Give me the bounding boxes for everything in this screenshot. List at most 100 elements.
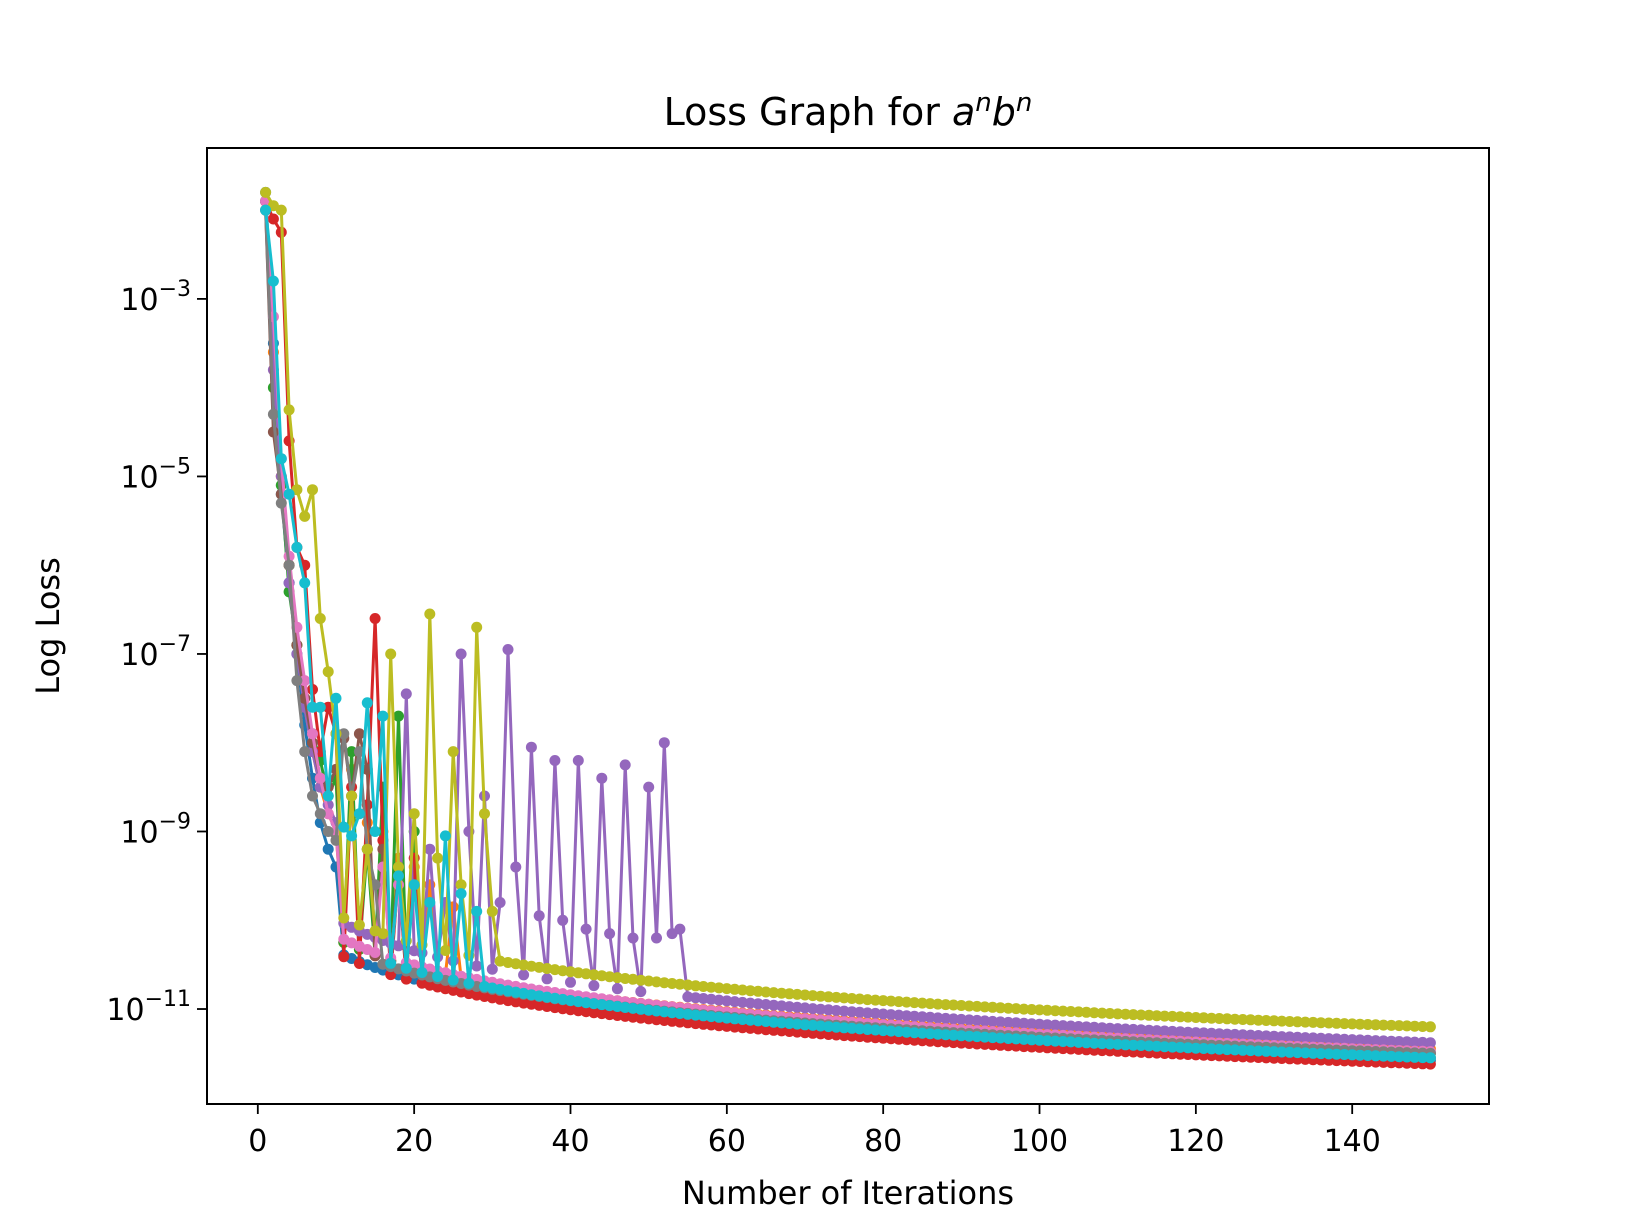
data-point (1182, 1026, 1194, 1038)
data-point (1229, 1013, 1241, 1025)
data-point (1378, 1035, 1389, 1047)
series-10 (260, 204, 1436, 1064)
data-point (1073, 1006, 1085, 1018)
data-point (1299, 1032, 1311, 1044)
data-point (1041, 1004, 1053, 1016)
y-tick-label: 10−3 (120, 277, 191, 318)
data-point (658, 737, 670, 749)
data-point (1229, 1028, 1241, 1040)
data-point (971, 1014, 983, 1026)
data-point (1206, 1027, 1217, 1039)
data-point (1080, 1037, 1092, 1049)
data-point (955, 1030, 967, 1042)
data-point (1362, 1050, 1374, 1061)
data-point (275, 453, 287, 465)
data-point (635, 1012, 647, 1024)
data-point (979, 1001, 991, 1013)
data-point (1049, 1005, 1061, 1017)
data-point (486, 905, 498, 917)
data-point (987, 1032, 999, 1044)
data-point (518, 969, 530, 981)
data-point (916, 997, 928, 1009)
x-tick-label: 140 (1324, 1124, 1381, 1159)
data-point (635, 986, 647, 998)
data-point (385, 969, 397, 981)
data-point (768, 999, 780, 1011)
data-point (322, 826, 334, 837)
data-point (338, 728, 350, 740)
data-point (721, 995, 733, 1007)
data-point (283, 488, 295, 500)
data-point (1424, 1052, 1436, 1064)
data-point (267, 275, 279, 287)
data-point (1299, 1016, 1311, 1028)
data-point (1104, 1022, 1116, 1034)
data-point (1354, 1049, 1366, 1061)
data-point (1065, 1006, 1077, 1017)
data-point (385, 957, 397, 969)
data-point (385, 648, 397, 660)
plot-background (207, 148, 1489, 1104)
data-point (369, 947, 381, 958)
data-point (1166, 1010, 1178, 1022)
y-axis-label: Log Loss (29, 557, 67, 695)
data-point (291, 541, 303, 553)
data-point (901, 1026, 913, 1038)
data-point (979, 1031, 991, 1043)
data-point (877, 1025, 889, 1037)
data-point (1041, 1019, 1053, 1031)
data-point (1221, 1044, 1233, 1056)
data-point (815, 1020, 827, 1032)
data-point (314, 772, 326, 784)
y-tick-label: 10−5 (120, 454, 191, 495)
data-point (369, 613, 381, 624)
data-point (494, 897, 506, 908)
data-point (267, 213, 279, 225)
data-point (1002, 1016, 1014, 1028)
data-point (1026, 1004, 1038, 1015)
data-point (1080, 1021, 1092, 1033)
data-point (1127, 1023, 1139, 1035)
data-point (1135, 1009, 1147, 1021)
data-point (1206, 1043, 1217, 1055)
data-point (940, 1029, 952, 1041)
data-point (1385, 1050, 1397, 1062)
data-point (400, 962, 412, 974)
data-point (1174, 1011, 1186, 1023)
x-tick-label: 20 (395, 1124, 433, 1159)
data-point (299, 577, 311, 589)
data-point (1159, 1041, 1171, 1053)
data-point (260, 186, 272, 198)
data-point (471, 905, 483, 917)
data-point (1112, 1038, 1124, 1050)
data-point (1268, 1030, 1280, 1042)
data-point (1088, 1037, 1100, 1049)
data-point (1143, 1024, 1155, 1036)
data-point (565, 976, 576, 988)
data-point (862, 1024, 873, 1035)
data-point (674, 923, 686, 935)
data-point (447, 974, 459, 986)
data-point (838, 1030, 850, 1042)
data-point (971, 1000, 983, 1012)
data-point (408, 808, 420, 820)
data-point (314, 808, 326, 820)
data-point (1034, 1004, 1045, 1016)
data-point (393, 940, 404, 952)
series-layer (260, 186, 1436, 1070)
data-point (924, 1028, 936, 1040)
data-point (1073, 1036, 1085, 1048)
data-point (604, 928, 616, 940)
data-point (1315, 1017, 1327, 1029)
data-point (1127, 1009, 1139, 1021)
data-point (338, 951, 350, 963)
data-point (994, 1002, 1006, 1014)
data-point (393, 710, 404, 722)
data-point (1252, 1045, 1264, 1057)
data-point (393, 870, 404, 882)
data-point (1041, 1035, 1053, 1047)
data-point (885, 1009, 897, 1021)
data-point (557, 914, 569, 926)
data-point (1245, 1045, 1257, 1057)
